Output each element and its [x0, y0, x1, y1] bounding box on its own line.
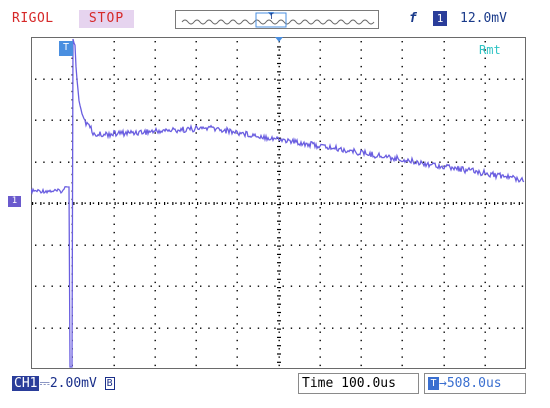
channel-offset-marker[interactable]: 1	[8, 196, 21, 207]
memory-position-bar[interactable]: T	[175, 10, 379, 29]
trigger-level: 12.0mV	[460, 11, 507, 26]
graticule	[31, 37, 526, 369]
trigger-edge-icon: f	[409, 11, 417, 26]
remote-indicator: Rmt	[479, 43, 501, 57]
run-stop-badge[interactable]: STOP	[79, 10, 134, 28]
time-per-div: 100.0us	[341, 376, 396, 391]
bottom-status-bar: CH1 ⎓2.00mV B Time 100.0us T →508.0us	[0, 372, 550, 408]
waveform-display[interactable]	[31, 37, 526, 369]
trigger-delay-icon: T	[428, 377, 439, 390]
trigger-time-marker	[275, 37, 283, 42]
coupling-icon: ⎓	[39, 376, 50, 391]
trigger-source-badge: 1	[433, 11, 447, 26]
svg-text:T: T	[269, 12, 274, 21]
volts-per-div: 2.00mV	[49, 376, 97, 391]
channel1-label: CH1	[12, 376, 40, 391]
arrow-icon: →	[439, 376, 447, 391]
timebase-box[interactable]: Time 100.0us	[298, 373, 419, 394]
brand-logo: RIGOL	[12, 11, 54, 26]
horizontal-position-box[interactable]: T →508.0us	[424, 373, 526, 394]
screen-border	[31, 37, 526, 369]
trigger-position-marker[interactable]: T	[59, 41, 73, 56]
bandwidth-limit-icon: B	[104, 377, 115, 390]
memory-waveform-icon: T	[181, 12, 375, 28]
status-bar: RIGOL STOP T f 1 12.0mV	[0, 0, 550, 32]
channel1-scale[interactable]: CH1 ⎓2.00mV B	[12, 376, 115, 394]
ch1-waveform-trace	[31, 38, 525, 368]
time-label: Time	[302, 376, 334, 391]
horizontal-delay: 508.0us	[446, 376, 502, 391]
